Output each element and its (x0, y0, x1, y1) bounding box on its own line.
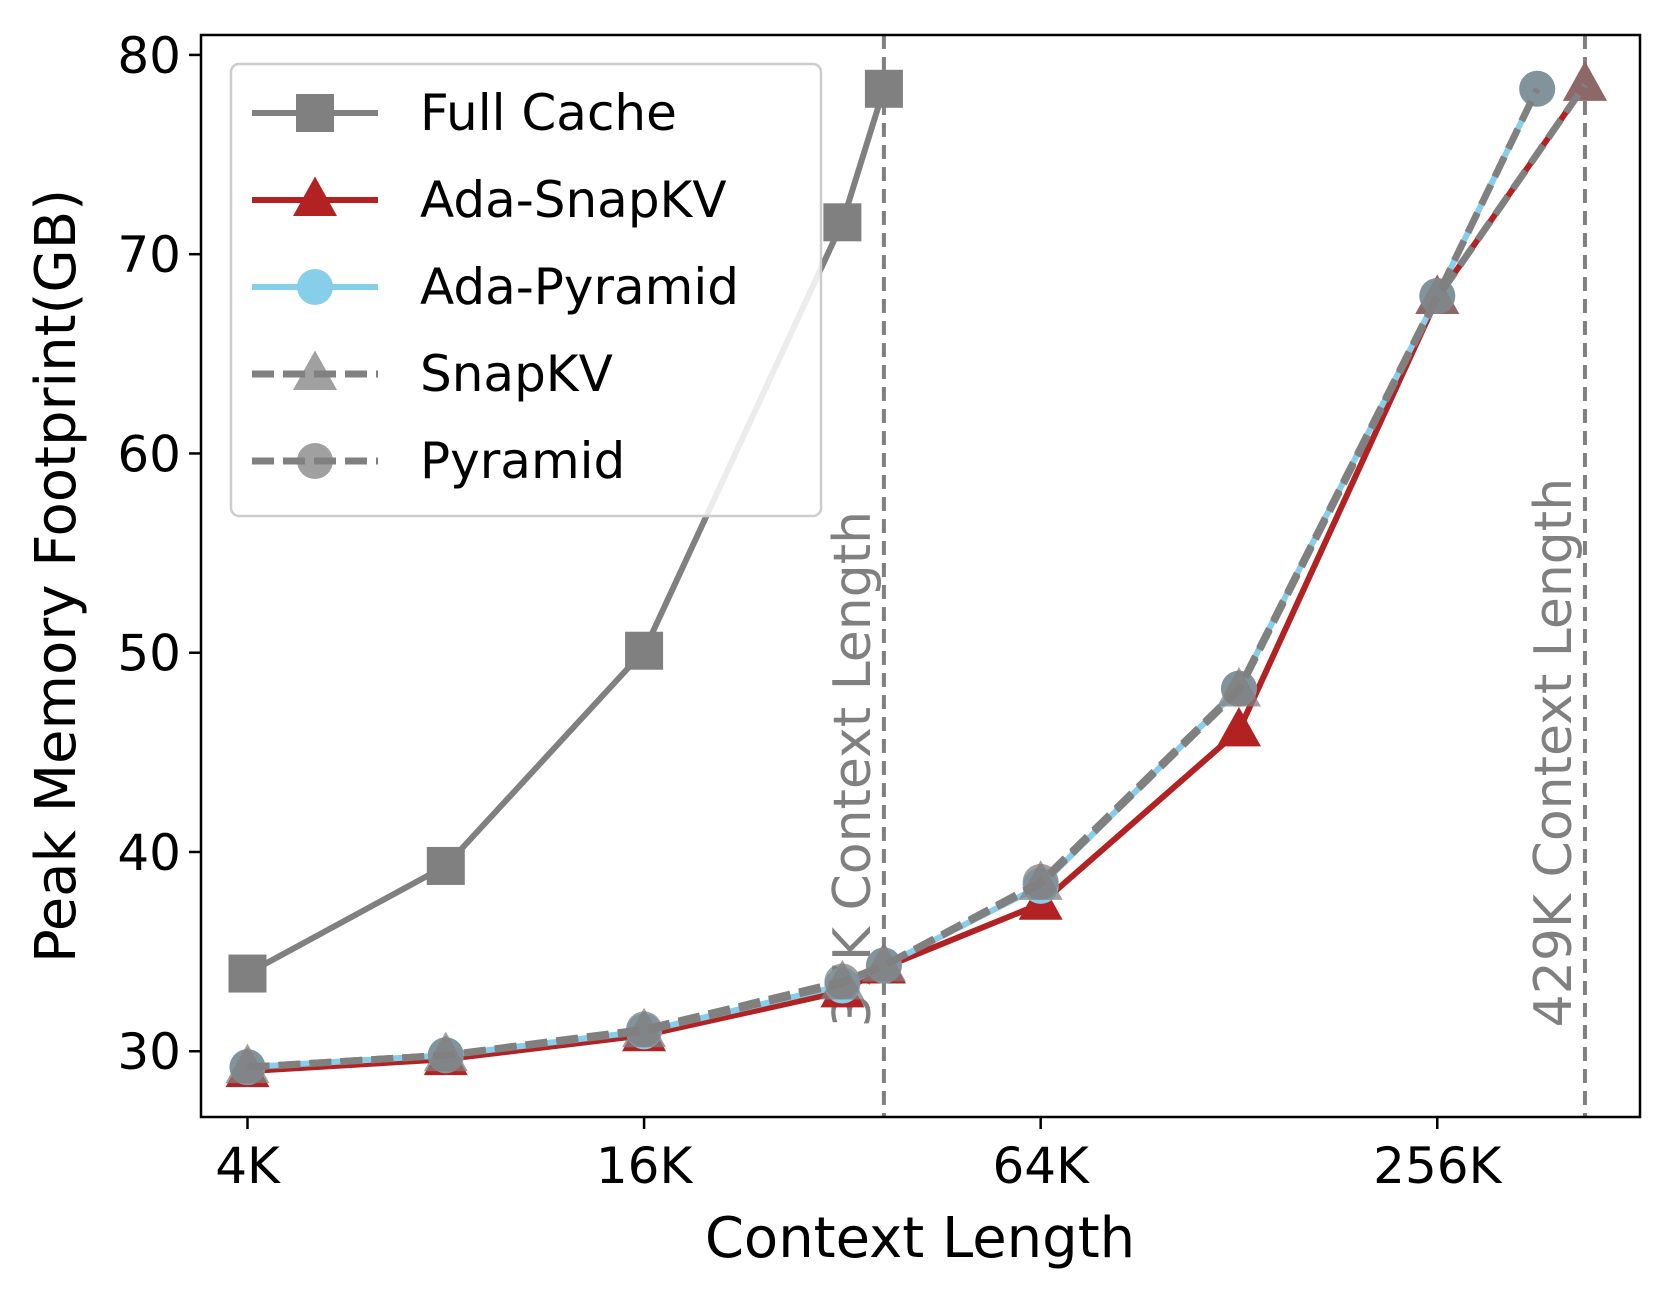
point-ada-snapkv-128k (1216, 706, 1261, 747)
x-axis-label: Context Length (705, 1206, 1135, 1271)
point-pyramid-37k (865, 947, 902, 984)
point-full-cache-32k (823, 203, 862, 242)
legend-item-ada-pyramid: Ada-Pyramid (252, 258, 739, 316)
point-pyramid-32k (824, 963, 861, 1000)
legend-label-pyramid: Pyramid (420, 432, 625, 490)
legend-marker-snapkv (293, 350, 337, 390)
point-full-cache-8k (426, 846, 465, 885)
point-snapkv-429k (1562, 61, 1607, 101)
y-tick-label-50: 50 (117, 625, 181, 683)
legend-label-full-cache: Full Cache (420, 84, 677, 142)
x-tick-label-4k: 4K (215, 1137, 281, 1195)
x-tick-label-64k: 64K (992, 1137, 1090, 1195)
y-tick-label-40: 40 (117, 824, 181, 882)
series-pyramid (229, 70, 1556, 1086)
legend-marker-full-cache (296, 94, 334, 132)
x-tick-label-16k: 16K (596, 1137, 694, 1195)
point-pyramid-64k (1022, 863, 1059, 900)
point-full-cache-37k (864, 69, 903, 108)
legend: Full Cache Ada-SnapKV Ada-Pyramid SnapKV Pyr… (229, 62, 823, 518)
legend-label-ada-pyramid: Ada-Pyramid (420, 258, 739, 316)
y-tick-label-70: 70 (117, 226, 181, 284)
y-axis-label: Peak Memory Footprint(GB) (24, 189, 89, 963)
point-pyramid-4k (229, 1049, 266, 1086)
point-pyramid-128k (1220, 670, 1257, 707)
legend-box (229, 62, 823, 518)
y-tick-label-80: 80 (117, 27, 181, 85)
x-tick-label-256k: 256K (1373, 1137, 1502, 1195)
legend-marker-ada-snapkv (293, 176, 337, 216)
legend-label-ada-snapkv: Ada-SnapKV (420, 171, 727, 229)
point-full-cache-16k (625, 631, 664, 670)
point-pyramid-8k (427, 1037, 464, 1074)
point-full-cache-4k (228, 954, 267, 993)
plot-frame (199, 33, 1642, 1119)
axes: 4K 16K 64K 256K 30 40 50 60 70 80 (117, 27, 1502, 1195)
plot-area: 37K Context Length 429K Context Length (225, 35, 1607, 1117)
point-pyramid-363k (1519, 70, 1556, 107)
legend-item-snapkv: SnapKV (252, 345, 613, 403)
point-pyramid-16k (626, 1011, 663, 1048)
vline-label-429k: 429K Context Length (1524, 478, 1584, 1027)
legend-marker-ada-pyramid (297, 269, 333, 305)
y-tick-label-30: 30 (117, 1023, 181, 1081)
series-line-pyramid (247, 87, 1541, 1071)
legend-label-snapkv: SnapKV (420, 345, 613, 403)
series-full-cache (228, 69, 903, 993)
legend-item-full-cache: Full Cache (252, 84, 677, 142)
point-pyramid-256k (1419, 278, 1456, 315)
vline-label-37k: 37K Context Length (823, 511, 883, 1027)
legend-marker-pyramid (297, 443, 333, 479)
legend-item-ada-snapkv: Ada-SnapKV (252, 171, 727, 229)
y-tick-label-60: 60 (117, 425, 181, 483)
legend-item-pyramid: Pyramid (252, 432, 625, 490)
